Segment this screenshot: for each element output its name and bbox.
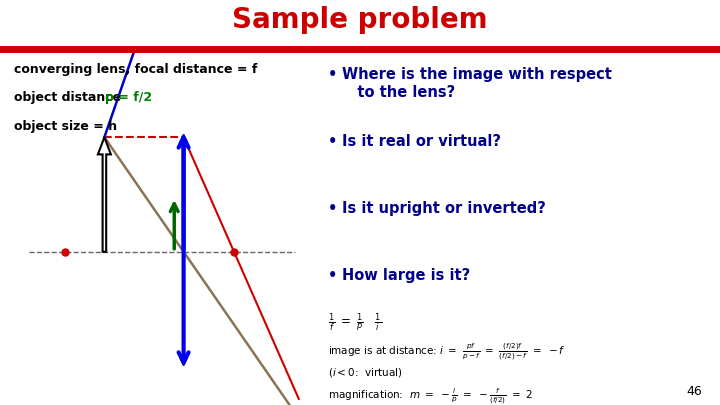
Text: •: • <box>328 134 337 149</box>
Text: Is it upright or inverted?: Is it upright or inverted? <box>342 200 546 215</box>
Text: $(i < 0$:  virtual$)$: $(i < 0$: virtual$)$ <box>328 366 402 379</box>
Text: 46: 46 <box>686 385 702 398</box>
Text: Is it real or virtual?: Is it real or virtual? <box>342 134 501 149</box>
Text: •: • <box>328 67 337 82</box>
Text: object size = h: object size = h <box>14 119 117 132</box>
Text: p = f/2: p = f/2 <box>105 92 152 104</box>
Text: $\frac{1}{f}\ =\ \frac{1}{p}\ \ \ \frac{1}{i}$: $\frac{1}{f}\ =\ \frac{1}{p}\ \ \ \frac{… <box>328 311 382 334</box>
Text: object distance: object distance <box>14 92 126 104</box>
Text: Sample problem: Sample problem <box>232 6 488 34</box>
Text: How large is it?: How large is it? <box>342 268 470 283</box>
Text: •: • <box>328 200 337 215</box>
FancyArrow shape <box>98 137 111 252</box>
Text: converging lens, focal distance = f: converging lens, focal distance = f <box>14 63 258 76</box>
Text: image is at distance: $i\ =\ \frac{pf}{p-f}\ =\ \frac{(f/2)f}{(f/2)-f}\ =\ -f$: image is at distance: $i\ =\ \frac{pf}{p… <box>328 341 565 363</box>
Text: magnification:  $m\ =\ -\frac{i}{p}\ =\ -\frac{f}{(f/2)}\ =\ 2$: magnification: $m\ =\ -\frac{i}{p}\ =\ -… <box>328 387 533 405</box>
Text: •: • <box>328 268 337 283</box>
Text: Where is the image with respect
   to the lens?: Where is the image with respect to the l… <box>342 67 612 100</box>
